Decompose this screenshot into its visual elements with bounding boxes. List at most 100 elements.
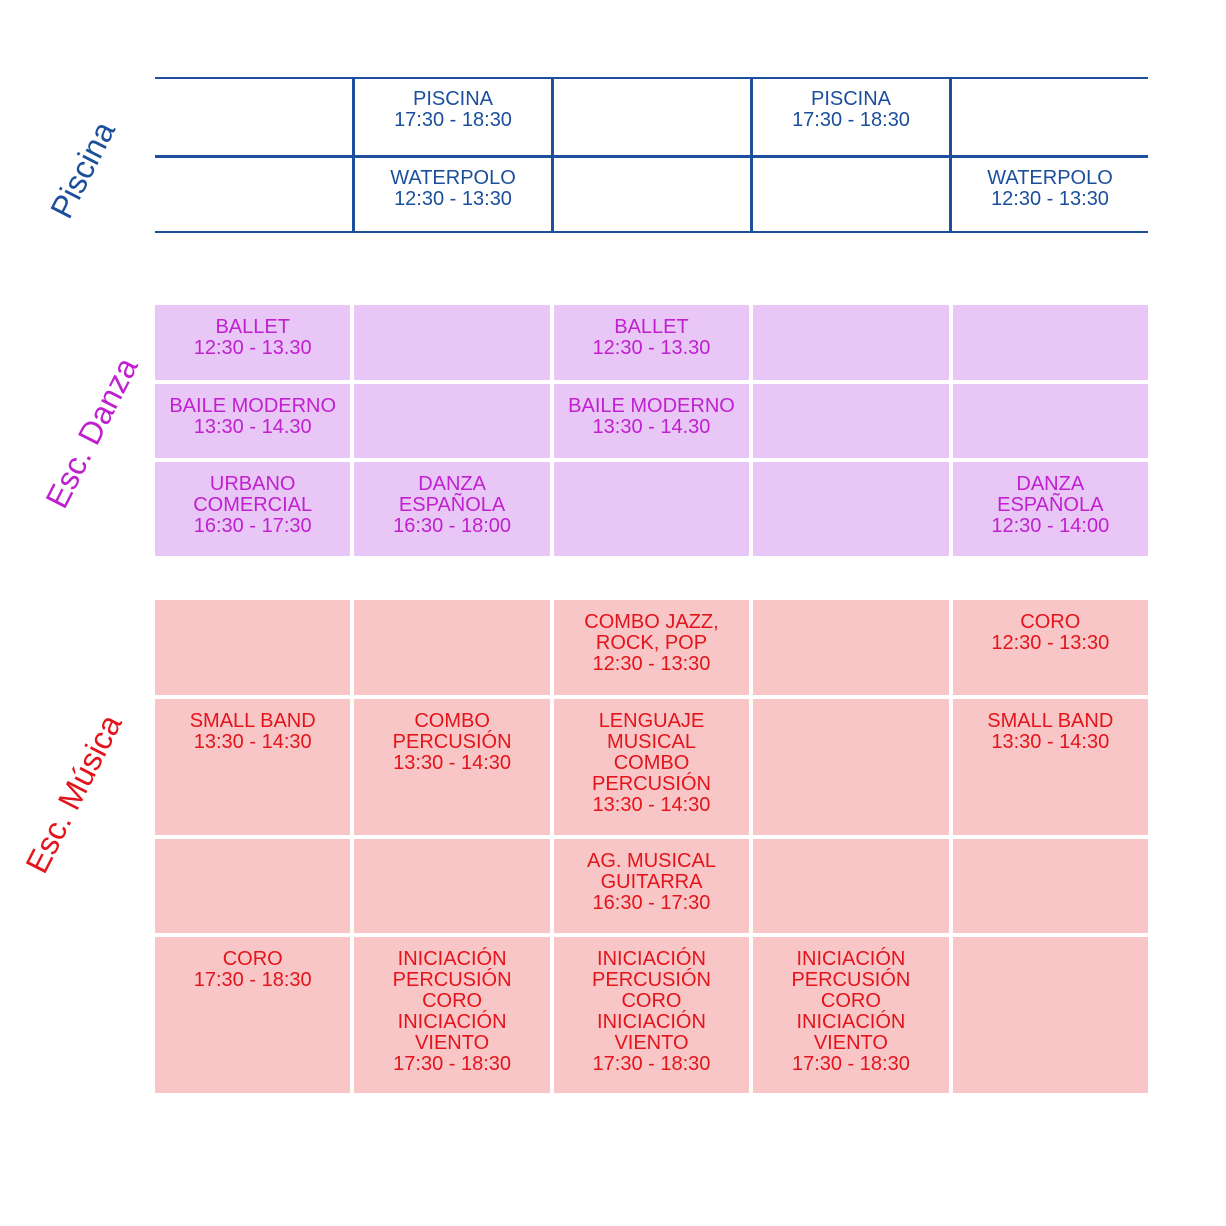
cell-text-line: 13:30 - 14:30 bbox=[393, 752, 512, 774]
schedule-cell bbox=[551, 155, 750, 233]
cell-text-line: GUITARRA bbox=[600, 871, 703, 893]
cell-text-line: CORO bbox=[820, 990, 881, 1012]
section-label-piscina: Piscina bbox=[43, 115, 123, 224]
cell-text-line: MUSICAL bbox=[607, 731, 696, 753]
schedule-cell bbox=[753, 462, 949, 556]
cell-text-line: SMALL BAND bbox=[987, 710, 1114, 732]
cell-text-line: INICIACIÓN bbox=[796, 948, 906, 970]
schedule-cell bbox=[155, 600, 351, 695]
schedule-cell bbox=[753, 305, 949, 380]
cell-text-line: ESPAÑOLA bbox=[997, 494, 1104, 516]
schedule-cell: COMBO PERCUSIÓN 13:30 - 14:30 bbox=[354, 699, 550, 835]
cell-text-line: 13:30 - 14.30 bbox=[592, 416, 711, 438]
schedule-grid-musica: COMBO JAZZ, ROCK, POP 12:30 - 13:30 CORO 12:… bbox=[155, 600, 1148, 1093]
schedule-cell bbox=[354, 305, 550, 380]
cell-text-line: AG. MUSICAL bbox=[587, 850, 716, 872]
schedule-cell: WATERPOLO 12:30 - 13:30 bbox=[352, 155, 551, 233]
cell-text-line: 16:30 - 17:30 bbox=[193, 515, 312, 537]
cell-text-line: WATERPOLO bbox=[987, 167, 1113, 189]
cell-text-line: 13:30 - 14:30 bbox=[592, 794, 711, 816]
cell-text-line: 17:30 - 18:30 bbox=[193, 969, 312, 991]
schedule-cell bbox=[155, 839, 351, 933]
cell-text-line: 12:30 - 14:00 bbox=[991, 515, 1110, 537]
cell-text-line: 12:30 - 13:30 bbox=[394, 188, 512, 210]
cell-text-line: PERCUSIÓN bbox=[592, 773, 711, 795]
schedule-cell bbox=[949, 77, 1148, 155]
schedule-cell: SMALL BAND 13:30 - 14:30 bbox=[155, 699, 351, 835]
cell-text-line: 17:30 - 18:30 bbox=[592, 1053, 711, 1075]
cell-text-line: PERCUSIÓN bbox=[791, 969, 911, 991]
cell-text-line: 12:30 - 13.30 bbox=[193, 337, 312, 359]
cell-text-line: COMERCIAL bbox=[193, 494, 313, 516]
schedule-cell bbox=[750, 155, 949, 233]
cell-text-line: COMBO bbox=[613, 752, 690, 774]
schedule-cell: BALLET 12:30 - 13.30 bbox=[553, 305, 750, 380]
schedule-cell bbox=[952, 839, 1148, 933]
schedule-cell bbox=[155, 155, 352, 233]
cell-text-line: 12:30 - 13.30 bbox=[592, 337, 711, 359]
schedule-cell: INICIACIÓN PERCUSIÓN CORO INICIACIÓN VIENTO 1… bbox=[553, 937, 750, 1093]
schedule-cell bbox=[354, 384, 550, 458]
schedule-cell bbox=[354, 839, 550, 933]
cell-text-line: BAILE MODERNO bbox=[568, 395, 735, 417]
cell-text-line: BAILE MODERNO bbox=[169, 395, 337, 417]
schedule-cell bbox=[551, 77, 750, 155]
cell-text-line: PISCINA bbox=[412, 88, 494, 110]
schedule-cell: INICIACIÓN PERCUSIÓN CORO INICIACIÓN VIENTO 1… bbox=[354, 937, 550, 1093]
cell-text-line: DANZA bbox=[1016, 473, 1085, 495]
schedule-cell: AG. MUSICAL GUITARRA 16:30 - 17:30 bbox=[553, 839, 750, 933]
schedule-cell: DANZA ESPAÑOLA 16:30 - 18:00 bbox=[354, 462, 550, 556]
cell-text-line: PERCUSIÓN bbox=[392, 731, 512, 753]
schedule-cell bbox=[155, 77, 352, 155]
cell-text-line: VIENTO bbox=[415, 1032, 490, 1054]
cell-text-line: BALLET bbox=[215, 316, 290, 338]
cell-text-line: 13:30 - 14:30 bbox=[991, 731, 1110, 753]
schedule-cell: BAILE MODERNO 13:30 - 14.30 bbox=[553, 384, 750, 458]
section-label-danza: Esc. Danza bbox=[38, 351, 145, 514]
cell-text-line: INICIACIÓN bbox=[397, 948, 507, 970]
cell-text-line: 13:30 - 14.30 bbox=[193, 416, 312, 438]
cell-text-line: CORO bbox=[222, 948, 283, 970]
schedule-cell: INICIACIÓN PERCUSIÓN CORO INICIACIÓN VIENTO 1… bbox=[753, 937, 949, 1093]
cell-text-line: 12:30 - 13:30 bbox=[991, 188, 1109, 210]
schedule-cell: DANZA ESPAÑOLA 12:30 - 14:00 bbox=[952, 462, 1148, 556]
cell-text-line: 17:30 - 18:30 bbox=[394, 109, 512, 131]
schedule-cell: PISCINA 17:30 - 18:30 bbox=[750, 77, 949, 155]
cell-text-line: VIENTO bbox=[614, 1032, 689, 1054]
schedule-cell: LENGUAJE MUSICAL COMBO PERCUSIÓN 13:30 - 14:… bbox=[553, 699, 750, 835]
cell-text-line: 12:30 - 13:30 bbox=[991, 632, 1110, 654]
section-label-musica: Esc. Música bbox=[18, 708, 129, 879]
cell-text-line: LENGUAJE bbox=[598, 710, 705, 732]
cell-text-line: 17:30 - 18:30 bbox=[393, 1053, 512, 1075]
cell-text-line: 17:30 - 18:30 bbox=[791, 1053, 910, 1075]
schedule-cell: BALLET 12:30 - 13.30 bbox=[155, 305, 351, 380]
schedule-cell: CORO 17:30 - 18:30 bbox=[155, 937, 351, 1093]
schedule-cell bbox=[952, 384, 1148, 458]
schedule-cell bbox=[952, 305, 1148, 380]
cell-text-line: PERCUSIÓN bbox=[392, 969, 512, 991]
schedule-cell: COMBO JAZZ, ROCK, POP 12:30 - 13:30 bbox=[553, 600, 750, 695]
schedule-cell bbox=[354, 600, 550, 695]
cell-text-line: 13:30 - 14:30 bbox=[193, 731, 312, 753]
cell-text-line: ROCK, POP bbox=[595, 632, 708, 654]
cell-text-line: CORO bbox=[621, 990, 682, 1012]
cell-text-line: BALLET bbox=[614, 316, 689, 338]
schedule-cell: CORO 12:30 - 13:30 bbox=[952, 600, 1148, 695]
cell-text-line: SMALL BAND bbox=[189, 710, 316, 732]
cell-text-line: INICIACIÓN bbox=[597, 1011, 706, 1033]
cell-text-line: URBANO bbox=[209, 473, 296, 495]
cell-text-line: INICIACIÓN bbox=[796, 1011, 906, 1033]
schedule-cell bbox=[553, 462, 750, 556]
cell-text-line: COMBO JAZZ, bbox=[584, 611, 719, 633]
schedule-grid-danza: BALLET 12:30 - 13.30 BALLET 12:30 - 13.30 BA… bbox=[155, 305, 1148, 556]
schedule-cell: PISCINA 17:30 - 18:30 bbox=[352, 77, 551, 155]
cell-text-line: PERCUSIÓN bbox=[592, 969, 711, 991]
cell-text-line: INICIACIÓN bbox=[597, 948, 706, 970]
schedule-cell: BAILE MODERNO 13:30 - 14.30 bbox=[155, 384, 351, 458]
schedule-cell bbox=[753, 839, 949, 933]
cell-text-line: INICIACIÓN bbox=[397, 1011, 507, 1033]
cell-text-line: ESPAÑOLA bbox=[398, 494, 506, 516]
schedule-cell: SMALL BAND 13:30 - 14:30 bbox=[952, 699, 1148, 835]
cell-text-line: 12:30 - 13:30 bbox=[592, 653, 711, 675]
cell-text-line: 16:30 - 17:30 bbox=[592, 892, 711, 914]
